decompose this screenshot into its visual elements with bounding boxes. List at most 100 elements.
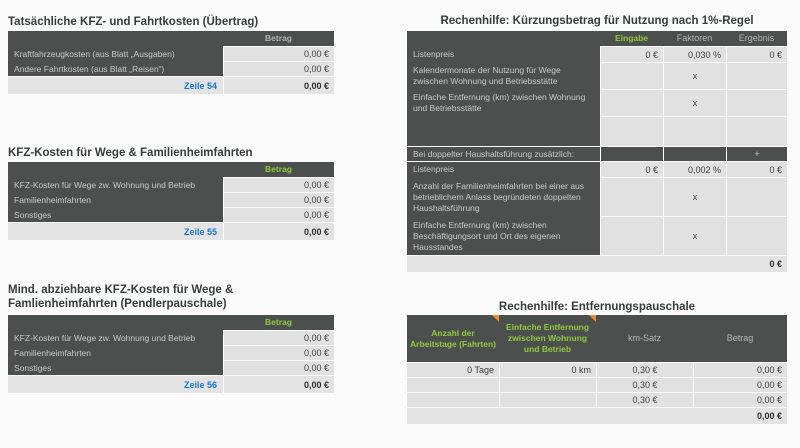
calc1-label-block-2: [407, 162, 600, 255]
calc1-g2r1-eingabe-cell[interactable]: [600, 178, 663, 216]
calc1-g2r0-eingabe-cell[interactable]: 0 €: [600, 162, 663, 177]
calc1-g1r3-eingabe-cell[interactable]: [600, 117, 663, 146]
calc1-g1r0-faktor-cell[interactable]: 0,030 %: [663, 47, 726, 62]
table3-total-cell[interactable]: 0,00 €: [223, 376, 334, 393]
table2-row1-value-cell[interactable]: 0,00 €: [223, 193, 334, 207]
calc2-r2-satz-cell[interactable]: 0,30 €: [596, 393, 693, 407]
calc1-g1r2-faktor-cell[interactable]: x: [663, 90, 726, 116]
table1: Betrag Kraftfahrzeugkosten (aus Blatt „A…: [8, 31, 334, 94]
table2-row0-value-cell[interactable]: 0,00 €: [223, 178, 334, 192]
table-row: KFZ-Kosten für Wege zw. Wohnung und Betr…: [8, 178, 334, 192]
calc2-r2-km-cell[interactable]: [499, 393, 596, 407]
table-row: 0 Tage 0 km 0,30 € 0,00 €: [407, 363, 787, 377]
calc1-g1r1-eingabe-cell[interactable]: [600, 63, 663, 89]
table-row: Familienheimfahrten 0,00 €: [8, 346, 334, 360]
table-row: KFZ-Kosten für Wege zw. Wohnung und Betr…: [8, 331, 334, 345]
calc1-g2r0-label: Listenpreis: [413, 164, 455, 174]
table-row: Sonstiges 0,00 €: [8, 208, 334, 222]
calc2-r2-betrag-cell[interactable]: 0,00 €: [693, 393, 787, 407]
calc2-r1-betrag-cell[interactable]: 0,00 €: [693, 378, 787, 392]
table-row: Andere Fahrtkosten (aus Blatt „Reisen“) …: [8, 62, 334, 76]
table2-total-cell[interactable]: 0,00 €: [223, 223, 334, 240]
calc1-g2r0-ergebnis-cell[interactable]: 0 €: [726, 162, 787, 177]
calc1-g1r1-faktor-cell[interactable]: x: [663, 63, 726, 89]
calc2-col-arbeitstage-label: Anzahl der Arbeitstage (Fahrten): [410, 327, 496, 349]
table1-total-cell[interactable]: 0,00 €: [223, 77, 334, 94]
calc2-table: Anzahl der Arbeitstage (Fahrten) Einfach…: [407, 315, 787, 424]
calc1-table: Eingabe Faktoren Ergebnis Listenpreis 0 …: [407, 31, 787, 272]
comment-indicator-icon[interactable]: [589, 315, 596, 322]
table1-zeile-ref[interactable]: Zeile 54: [183, 80, 217, 91]
calc2-r1-km-cell[interactable]: [499, 378, 596, 392]
calc1-header-row: Eingabe Faktoren Ergebnis: [407, 31, 787, 46]
table2-row0-label: KFZ-Kosten für Wege zw. Wohnung und Betr…: [14, 179, 196, 190]
table1-row0-label: Kraftfahrzeugkosten (aus Blatt „Ausgaben…: [14, 48, 175, 59]
calc1-g1r2-label: Einfache Entfernung (km) zwischen Wohnun…: [413, 92, 586, 113]
table-row: Listenpreis 0 € 0,030 % 0 €: [407, 47, 787, 62]
table3-title-line2: Famlienheimfahrten (Pendlerpauschale): [8, 298, 227, 310]
table-row: Kraftfahrzeugkosten (aus Blatt „Ausgaben…: [8, 47, 334, 61]
table2-row1-label: Familienheimfahrten: [14, 194, 92, 205]
table3-row2-value-cell[interactable]: 0,00 €: [223, 361, 334, 375]
table-row: Einfache Entfernung (km) zwischen Wohnun…: [407, 90, 787, 116]
calc2-r1-tage-cell[interactable]: [407, 378, 499, 392]
table1-row0-value-cell[interactable]: 0,00 €: [223, 47, 334, 61]
table3-col-betrag: Betrag: [265, 317, 292, 327]
calc1-subheader-label: Bei doppelter Haushaltsführung zusätzlic…: [407, 147, 600, 161]
table-row: 0,30 € 0,00 €: [407, 378, 787, 392]
calc1-g2r2-ergebnis-cell[interactable]: [726, 217, 787, 255]
calc2-r0-tage-cell[interactable]: 0 Tage: [407, 363, 499, 377]
calc2-title: Rechenhilfe: Entfernungspauschale: [498, 301, 696, 313]
table-row: Anzahl der Familienheimfahrten bei einer…: [407, 178, 787, 216]
calc1-col-ergebnis: Ergebnis: [738, 33, 775, 43]
table1-header-spacer: [8, 31, 223, 46]
table2-row2-value-cell[interactable]: 0,00 €: [223, 208, 334, 222]
table1-row1-label: Andere Fahrtkosten (aus Blatt „Reisen“): [14, 63, 165, 74]
table2-zeile-ref[interactable]: Zeile 55: [183, 226, 217, 237]
calc1-g2r0-faktor-cell[interactable]: 0,002 %: [663, 162, 726, 177]
calc1-g1r2-ergebnis-cell[interactable]: [726, 90, 787, 116]
table3-zeile-ref[interactable]: Zeile 56: [183, 379, 217, 390]
table-row: Listenpreis 0 € 0,002 % 0 €: [407, 162, 787, 177]
calc1-g1r0-ergebnis-cell[interactable]: 0 €: [726, 47, 787, 62]
calc2-col-kmsatz: km-Satz: [627, 333, 661, 343]
calc1-g2r2-faktor-cell[interactable]: x: [663, 217, 726, 255]
table3-row2-label: Sonstiges: [14, 362, 52, 373]
table2: Betrag KFZ-Kosten für Wege zw. Wohnung u…: [8, 162, 334, 240]
calc2-r0-km-cell[interactable]: 0 km: [499, 363, 596, 377]
calc1-g2r1-ergebnis-cell[interactable]: [726, 178, 787, 216]
calc1-g1r1-ergebnis-cell[interactable]: [726, 63, 787, 89]
calc1-header-spacer: [407, 31, 600, 46]
table-row-empty: [407, 117, 787, 146]
calc2-total-cell[interactable]: 0,00 €: [407, 408, 787, 424]
table-row: 0,30 € 0,00 €: [407, 393, 787, 407]
table3-row1-label: Familienheimfahrten: [14, 347, 92, 358]
table2-col-betrag: Betrag: [265, 164, 292, 174]
calc1-g1r2-eingabe-cell[interactable]: [600, 90, 663, 116]
calc1-g1r3-faktor-cell[interactable]: [663, 117, 726, 146]
table1-footer-row: Zeile 54 0,00 €: [8, 77, 334, 94]
calc1-title: Rechenhilfe: Kürzungsbetrag für Nutzung …: [440, 15, 754, 27]
calc1-subheader-faktor-cell: [663, 147, 726, 161]
calc1-g1r0-eingabe-cell[interactable]: 0 €: [600, 47, 663, 62]
calc2-r2-tage-cell[interactable]: [407, 393, 499, 407]
calc1-g2r2-eingabe-cell[interactable]: [600, 217, 663, 255]
calc1-total-cell[interactable]: 0 €: [407, 256, 787, 272]
calc1-g2r2-label: Einfache Entfernung (km) zwischen Beschä…: [413, 219, 561, 252]
table1-row1-value-cell[interactable]: 0,00 €: [223, 62, 334, 76]
calc2-r0-betrag-cell[interactable]: 0,00 €: [693, 363, 787, 377]
calc1-g2r1-faktor-cell[interactable]: x: [663, 178, 726, 216]
calc1-label-block-1: [407, 31, 600, 146]
table2-header-row: Betrag: [8, 162, 334, 177]
table3: Betrag KFZ-Kosten für Wege zw. Wohnung u…: [8, 315, 334, 393]
comment-indicator-icon[interactable]: [492, 315, 499, 322]
calc2-r1-satz-cell[interactable]: 0,30 €: [596, 378, 693, 392]
calc1-g1r3-ergebnis-cell[interactable]: [726, 117, 787, 146]
table3-row1-value-cell[interactable]: 0,00 €: [223, 346, 334, 360]
table3-row0-value-cell[interactable]: 0,00 €: [223, 331, 334, 345]
calc2-col-betrag: Betrag: [726, 333, 754, 343]
table1-header-row: Betrag: [8, 31, 334, 46]
table1-title: Tatsächliche KFZ- und Fahrtkosten (Übert…: [8, 16, 259, 28]
calc2-r0-satz-cell[interactable]: 0,30 €: [596, 363, 693, 377]
table-row: Familienheimfahrten 0,00 €: [8, 193, 334, 207]
